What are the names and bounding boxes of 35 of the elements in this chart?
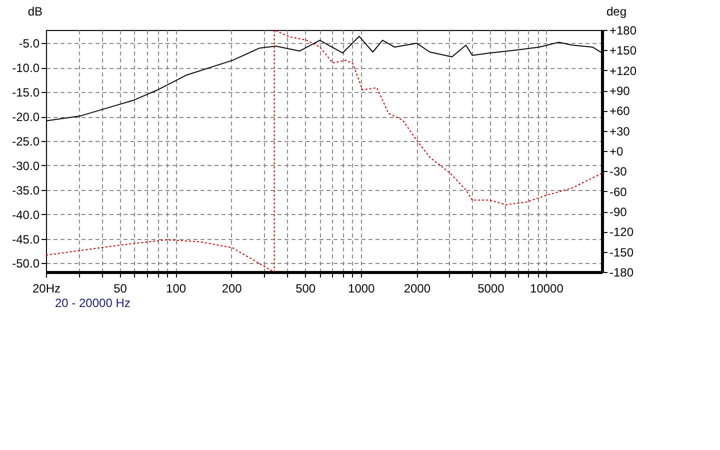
x-tick-label: 1000 — [348, 282, 376, 296]
x-tick-label: 5000 — [478, 282, 505, 296]
y-tick-label: -20.0 — [12, 110, 40, 124]
x-tick-label: 10000 — [530, 282, 564, 296]
x-tick-label: 500 — [296, 282, 316, 296]
y2-tick-label: -30 — [610, 164, 628, 179]
y2-tick-label: +60 — [610, 104, 630, 118]
y2-tick-label: +0 — [610, 144, 624, 158]
y2-tick-label: -90 — [610, 205, 628, 219]
y2-tick-label: +120 — [610, 64, 637, 78]
y-tick-label: -30.0 — [12, 158, 40, 173]
x-tick-label: 20Hz — [32, 282, 61, 296]
y-tick-label: -5.0 — [18, 36, 40, 51]
y2-tick-label: -180 — [610, 266, 634, 280]
y2-axis-title: deg — [606, 4, 627, 18]
x-tick-label: 50 — [114, 282, 128, 296]
x-tick-label: 2000 — [404, 282, 431, 296]
y-tick-label: -25.0 — [12, 134, 40, 148]
y2-tick-label: -60 — [610, 184, 628, 199]
y-axis-title: dB — [28, 4, 42, 18]
y-tick-label: -35.0 — [12, 183, 40, 198]
y-tick-label: -40.0 — [12, 208, 40, 222]
text: 20 - 20000 Hz — [55, 296, 130, 310]
y2-tick-label: +180 — [610, 24, 637, 38]
y2-tick-label: +150 — [610, 44, 637, 58]
y2-tick-label: +30 — [610, 124, 630, 138]
y-tick-label: -10.0 — [12, 61, 40, 76]
y-tick-label: -45.0 — [12, 232, 40, 246]
y-tick-label: -50.0 — [12, 256, 40, 271]
x-tick-label: 100 — [166, 282, 186, 296]
y2-tick-label: +90 — [610, 84, 630, 98]
y2-tick-label: -150 — [610, 245, 634, 260]
y-tick-label: -15.0 — [12, 86, 40, 100]
x-tick-label: 200 — [222, 282, 242, 296]
y2-tick-label: -120 — [610, 225, 634, 240]
